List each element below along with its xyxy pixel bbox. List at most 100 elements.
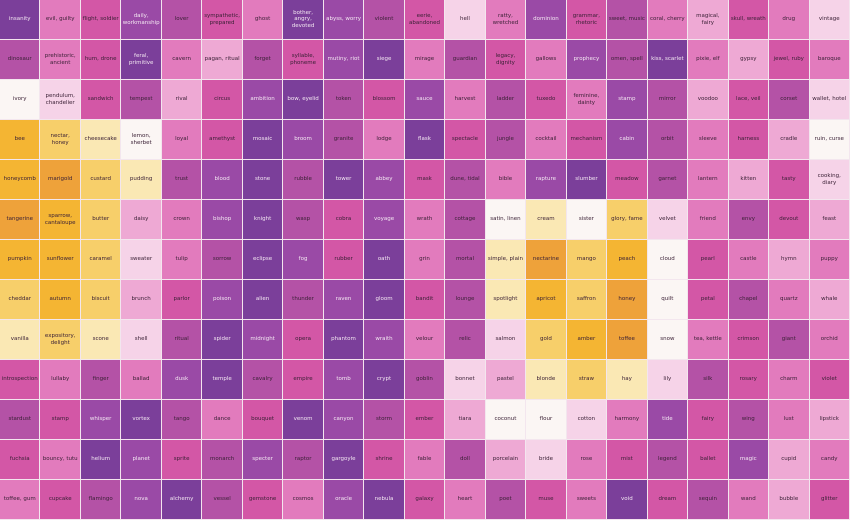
- word-cell: lodge: [364, 120, 404, 159]
- word-cell: corset: [769, 80, 809, 119]
- word-cell: baroque: [809, 40, 849, 79]
- word-cell: garnet: [647, 160, 688, 199]
- word-cell: tiara: [445, 400, 485, 439]
- cell-label: tempest: [129, 96, 153, 103]
- cell-label: raptor: [294, 456, 312, 463]
- cell-label: sister: [578, 216, 594, 223]
- word-cell: bride: [526, 440, 566, 479]
- word-cell: stardust: [0, 400, 40, 439]
- word-cell: flour: [526, 400, 566, 439]
- word-cell: ambition: [242, 80, 283, 119]
- word-cell: pumpkin: [0, 240, 40, 279]
- cell-label: cavern: [172, 56, 191, 63]
- word-cell: salmon: [485, 320, 526, 359]
- word-cell: spectacle: [445, 120, 485, 159]
- cell-label: kiss, scarlet: [651, 56, 684, 63]
- cell-label: silk: [703, 376, 713, 383]
- word-cell: petal: [688, 280, 728, 319]
- cell-label: puppy: [820, 256, 838, 263]
- word-cell: meadow: [607, 160, 647, 199]
- cell-label: flamingo: [88, 496, 113, 503]
- cell-label: sequin: [698, 496, 717, 503]
- word-cell: helium: [80, 440, 121, 479]
- cell-label: custard: [90, 176, 111, 183]
- word-cell: feminine, dainty: [566, 80, 607, 119]
- word-cell: tasty: [769, 160, 809, 199]
- word-cell: coconut: [485, 400, 526, 439]
- cell-label: wallet, hotel: [812, 96, 847, 103]
- word-cell: rubble: [283, 160, 323, 199]
- word-cell: candy: [809, 440, 849, 479]
- word-cell: mutiny, riot: [323, 40, 364, 79]
- word-cell: oracle: [323, 480, 364, 519]
- word-cell: doll: [445, 440, 485, 479]
- word-cell: raptor: [283, 440, 323, 479]
- cell-label: cocktail: [535, 136, 557, 143]
- cell-label: meadow: [615, 176, 639, 183]
- cell-label: ruin, curse: [814, 136, 844, 143]
- cell-label: siege: [376, 56, 392, 63]
- word-cell: eclipse: [242, 240, 283, 279]
- word-cell: ember: [404, 400, 445, 439]
- cell-label: dominion: [533, 16, 559, 23]
- cell-label: guardian: [452, 56, 478, 63]
- cell-label: garnet: [658, 176, 677, 183]
- cell-label: cabin: [619, 136, 635, 143]
- cell-label: abyss, worry: [326, 16, 361, 23]
- word-cell: scone: [80, 320, 121, 359]
- cell-label: goblin: [416, 376, 433, 383]
- cell-label: specter: [252, 456, 273, 463]
- cell-label: sandwich: [87, 96, 114, 103]
- word-cell: glory, fame: [607, 200, 647, 239]
- cell-label: sweets: [576, 496, 596, 503]
- word-cell: mosaic: [242, 120, 283, 159]
- word-cell: satin, linen: [485, 200, 526, 239]
- word-cell: bouncy, tutu: [40, 440, 80, 479]
- cell-label: legacy, dignity: [495, 53, 516, 66]
- cell-label: cavalry: [252, 376, 273, 383]
- word-cell: dream: [647, 480, 688, 519]
- word-cell: tide: [647, 400, 688, 439]
- cell-label: violet: [821, 376, 837, 383]
- word-cell: whale: [809, 280, 849, 319]
- word-cell: whisper: [80, 400, 121, 439]
- cell-label: crimson: [737, 336, 760, 343]
- word-cell: bishop: [202, 200, 242, 239]
- cell-label: poet: [499, 496, 512, 503]
- cell-label: harvest: [454, 96, 476, 103]
- cell-label: biscuit: [91, 296, 110, 303]
- cell-label: trust: [175, 176, 189, 183]
- word-cell: omen, spell: [607, 40, 647, 79]
- word-cell: granite: [323, 120, 364, 159]
- cell-label: mist: [620, 456, 633, 463]
- word-cell: brunch: [121, 280, 161, 319]
- word-cell: pixie, elf: [688, 40, 728, 79]
- word-cell: pagan, ritual: [202, 40, 242, 79]
- word-cell: vanilla: [0, 320, 40, 359]
- cell-label: vanilla: [10, 336, 29, 343]
- word-cell: butter: [80, 200, 121, 239]
- cell-label: bow, eyelid: [287, 96, 319, 103]
- word-cell: cotton: [566, 400, 607, 439]
- word-cell: tomb: [323, 360, 364, 399]
- cell-label: pumpkin: [7, 256, 32, 263]
- word-cell: saffron: [566, 280, 607, 319]
- cell-label: prehistoric, ancient: [44, 53, 76, 66]
- word-cell: coral, cherry: [647, 0, 688, 39]
- word-cell: ivory: [0, 80, 40, 119]
- cell-label: pastel: [497, 376, 514, 383]
- word-cell: sauce: [404, 80, 445, 119]
- word-cell: cabin: [607, 120, 647, 159]
- cell-label: cupcake: [48, 496, 72, 503]
- word-cell: crimson: [728, 320, 769, 359]
- cell-label: daisy: [133, 216, 149, 223]
- word-cell: ghost: [242, 0, 283, 39]
- word-cell: lemon, sherbet: [121, 120, 161, 159]
- word-cell: tea, kettle: [688, 320, 728, 359]
- cell-label: syllable, phoneme: [290, 53, 317, 66]
- word-cell: lover: [161, 0, 202, 39]
- cell-label: stamp: [618, 96, 636, 103]
- word-cell: rapture: [526, 160, 566, 199]
- word-cell: blood: [202, 160, 242, 199]
- word-cell: fable: [404, 440, 445, 479]
